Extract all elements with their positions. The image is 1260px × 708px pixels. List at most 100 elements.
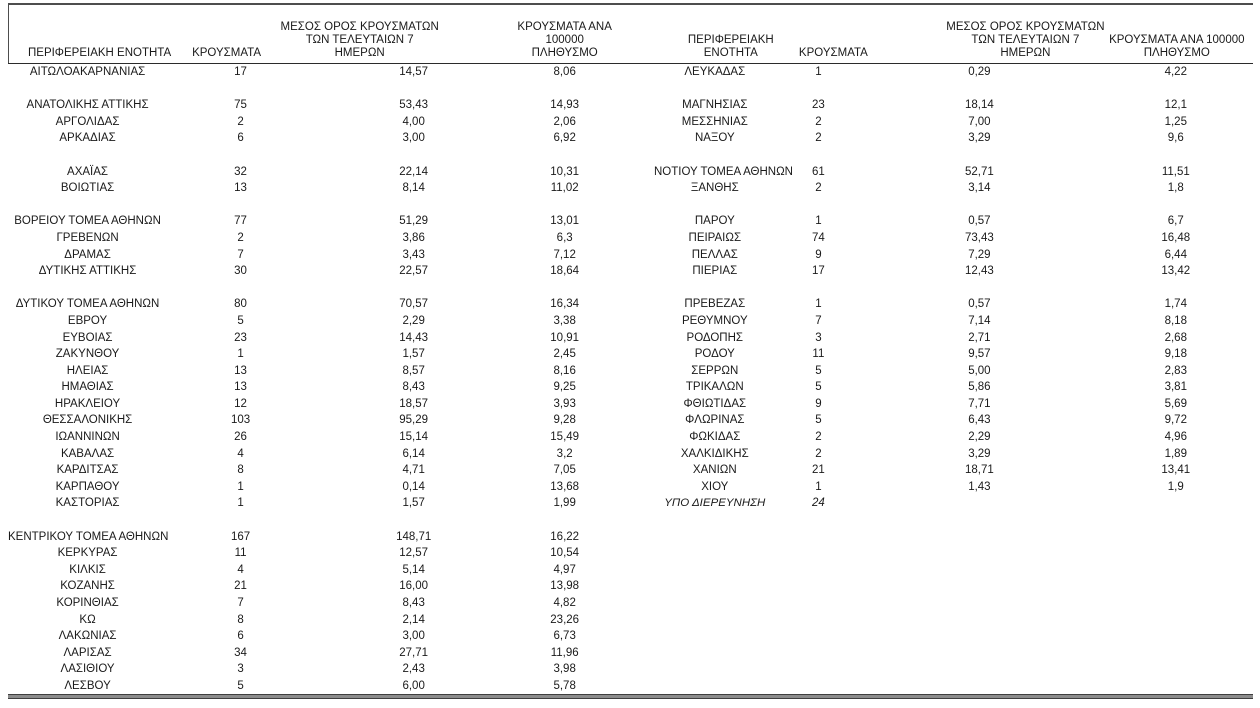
table-row: ΕΒΡΟΥ 5 2,29 3,38 [8, 313, 620, 330]
cell-cases: 61 [811, 165, 825, 178]
table-row: ΞΑΝΘΗΣ 2 3,14 1,8 [645, 180, 1253, 197]
table-row: ΧΑΝΙΩΝ 21 18,71 13,41 [645, 462, 1253, 479]
cell-per100k: 6,44 [1164, 248, 1187, 261]
cell-avg7: 6,14 [402, 447, 425, 460]
cell-cases: 4 [237, 447, 244, 460]
cell-per100k: 12,1 [1164, 99, 1187, 112]
cell-per100k: 14,93 [550, 99, 580, 112]
table-row: ΚΕΝΤΡΙΚΟΥ ΤΟΜΕΑ ΑΘΗΝΩΝ 167 148,71 16,22 [8, 529, 620, 546]
cell-per100k: 3,93 [553, 397, 576, 410]
cell-per100k: 2,45 [553, 348, 576, 361]
cell-region [8, 81, 167, 98]
cell-region: ΕΒΡΟΥ [67, 314, 108, 327]
cell-cases: 13 [234, 381, 247, 394]
cell-avg7: 7,00 [968, 115, 991, 128]
spacer-row [8, 197, 620, 214]
cell-per100k: 9,25 [553, 381, 576, 394]
spacer-row [645, 81, 1253, 98]
cell-cases [758, 661, 880, 678]
cell-per100k: 16,22 [550, 530, 580, 543]
cell-avg7: 16,00 [399, 580, 429, 593]
table-row: ΑΡΚΑΔΙΑΣ 6 3,00 6,92 [8, 130, 620, 147]
table-row: ΚΕΡΚΥΡΑΣ 11 12,57 10,54 [8, 545, 620, 562]
table-row: ΚΙΛΚΙΣ 4 5,14 4,97 [8, 562, 620, 579]
cell-cases: 77 [234, 215, 247, 228]
spacer-row [645, 197, 1253, 214]
cell-avg7: 27,71 [399, 646, 429, 659]
cell-per100k: 16,34 [550, 298, 580, 311]
spacer-row [8, 280, 620, 297]
table-row: ΚΑΣΤΟΡΙΑΣ 1 1,57 1,99 [8, 495, 620, 512]
table-header-left: ΠΕΡΙΦΕΡΕΙΑΚΗ ΕΝΟΤΗΤΑ ΚΡΟΥΣΜΑΤΑ ΜΕΣΟΣ ΟΡΟ… [8, 5, 620, 64]
spacer-row [8, 512, 620, 529]
cell-per100k: 3,98 [553, 663, 576, 676]
column-header-avg7: ΜΕΣΟΣ ΟΡΟΣ ΚΡΟΥΣΜΑΤΩΝ ΤΩΝ ΤΕΛΕΥΤΑΙΩΝ 7 Η… [280, 21, 439, 59]
table-row: ΛΕΥΚΑΔΑΣ 1 0,29 4,22 [645, 64, 1253, 81]
cell-cases: 23 [234, 331, 247, 344]
cell-per100k [1085, 197, 1260, 214]
cell-avg7: 0,57 [968, 215, 991, 228]
cell-cases: 1 [815, 66, 822, 78]
cell-cases: 2 [815, 431, 822, 444]
cell-cases [758, 578, 880, 595]
cell-per100k: 13,42 [1161, 265, 1191, 278]
cell-region: ΗΛΕΙΑΣ [66, 364, 109, 377]
cell-region: ΚΑΣΤΟΡΙΑΣ [55, 497, 120, 510]
table-row: ΠΙΕΡΙΑΣ 17 12,43 13,42 [645, 263, 1253, 280]
cell-per100k: 13,41 [1161, 464, 1191, 477]
cell-per100k: 3,38 [553, 314, 576, 327]
cell-cases: 12 [234, 397, 247, 410]
cell-avg7: 3,29 [968, 447, 991, 460]
cell-avg7: 3,00 [402, 132, 425, 145]
table-row: ΗΡΑΚΛΕΙΟΥ 12 18,57 3,93 [8, 396, 620, 413]
cell-region: ΑΙΤΩΛΟΑΚΑΡΝΑΝΙΑΣ [29, 66, 146, 78]
cell-per100k [1085, 147, 1260, 164]
cell-per100k: 7,12 [553, 248, 576, 261]
cell-per100k: 4,97 [553, 563, 576, 576]
cell-per100k: 10,91 [550, 331, 580, 344]
column-header-region: ΠΕΡΙΦΕΡΕΙΑΚΗ ΕΝΟΤΗΤΑ [27, 47, 172, 59]
cell-avg7: 2,29 [968, 431, 991, 444]
cell-avg7: 0,14 [402, 480, 425, 493]
cell-cases [167, 197, 314, 214]
table-row: ΗΜΑΘΙΑΣ 13 8,43 9,25 [8, 379, 620, 396]
regional-cases-table-right: ΠΕΡΙΦΕΡΕΙΑΚΗ ΕΝΟΤΗΤΑ ΚΡΟΥΣΜΑΤΑ ΜΕΣΟΣ ΟΡΟ… [645, 5, 1253, 695]
cell-avg7 [888, 678, 1070, 695]
cell-region: ΚΟΡΙΝΘΙΑΣ [56, 597, 119, 609]
table-row: ΝΟΤΙΟΥ ΤΟΜΕΑ ΑΘΗΝΩΝ 61 52,71 11,51 [645, 164, 1253, 181]
spacer-row [645, 595, 1253, 612]
cell-avg7: 5,00 [968, 364, 991, 377]
column-header-per100k: ΚΡΟΥΣΜΑΤΑ ΑΝΑ 100000 ΠΛΗΘΥΣΜΟ [1109, 34, 1245, 59]
table-row: ΥΠΟ ΔΙΕΡΕΥΝΗΣΗ 24 [645, 495, 1253, 512]
cell-avg7 [888, 147, 1070, 164]
cell-cases: 7 [237, 597, 244, 609]
cell-cases: 5 [815, 364, 822, 377]
cell-cases: 1 [237, 348, 244, 361]
cell-region: ΞΑΝΘΗΣ [690, 182, 739, 195]
cell-region: ΠΡΕΒΕΖΑΣ [684, 298, 746, 311]
cell-cases: 5 [815, 414, 822, 427]
cell-per100k: 11,96 [550, 646, 579, 659]
spacer-row [645, 562, 1253, 579]
table-row: ΛΑΣΙΘΙΟΥ 3 2,43 3,98 [8, 661, 620, 678]
table-body-left: ΑΙΤΩΛΟΑΚΑΡΝΑΝΙΑΣ 17 14,57 8,06 ΑΝΑΤΟΛΙΚΗΣ ΑΤ… [8, 64, 620, 695]
cell-cases [758, 678, 880, 695]
table-row: ΜΕΣΣΗΝΙΑΣ 2 7,00 1,25 [645, 114, 1253, 131]
cell-region: ΚΕΝΤΡΙΚΟΥ ΤΟΜΕΑ ΑΘΗΝΩΝ [8, 530, 169, 543]
table-row: ΑΙΤΩΛΟΑΚΑΡΝΑΝΙΑΣ 17 14,57 8,06 [8, 64, 620, 81]
cell-avg7 [888, 495, 1070, 512]
cell-avg7 [888, 578, 1070, 595]
table-row: ΚΑΡΠΑΘΟΥ 1 0,14 13,68 [8, 479, 620, 496]
cell-per100k: 8,06 [553, 66, 576, 78]
cell-region: ΔΥΤΙΚΟΥ ΤΟΜΕΑ ΑΘΗΝΩΝ [15, 298, 160, 311]
table-body-right: ΛΕΥΚΑΔΑΣ 1 0,29 4,22 ΜΑΓΝΗΣΙΑΣ 23 18,14 12,1 ΜΕΣ… [645, 64, 1253, 695]
cell-cases [758, 612, 880, 629]
cell-avg7: 14,43 [399, 331, 429, 344]
cell-region: ΛΕΣΒΟΥ [64, 679, 111, 692]
cell-per100k: 9,6 [1167, 132, 1184, 145]
cell-cases: 21 [234, 580, 247, 593]
cell-per100k: 6,92 [553, 132, 576, 145]
cell-per100k: 7,05 [553, 464, 576, 477]
cell-per100k [1085, 280, 1260, 297]
